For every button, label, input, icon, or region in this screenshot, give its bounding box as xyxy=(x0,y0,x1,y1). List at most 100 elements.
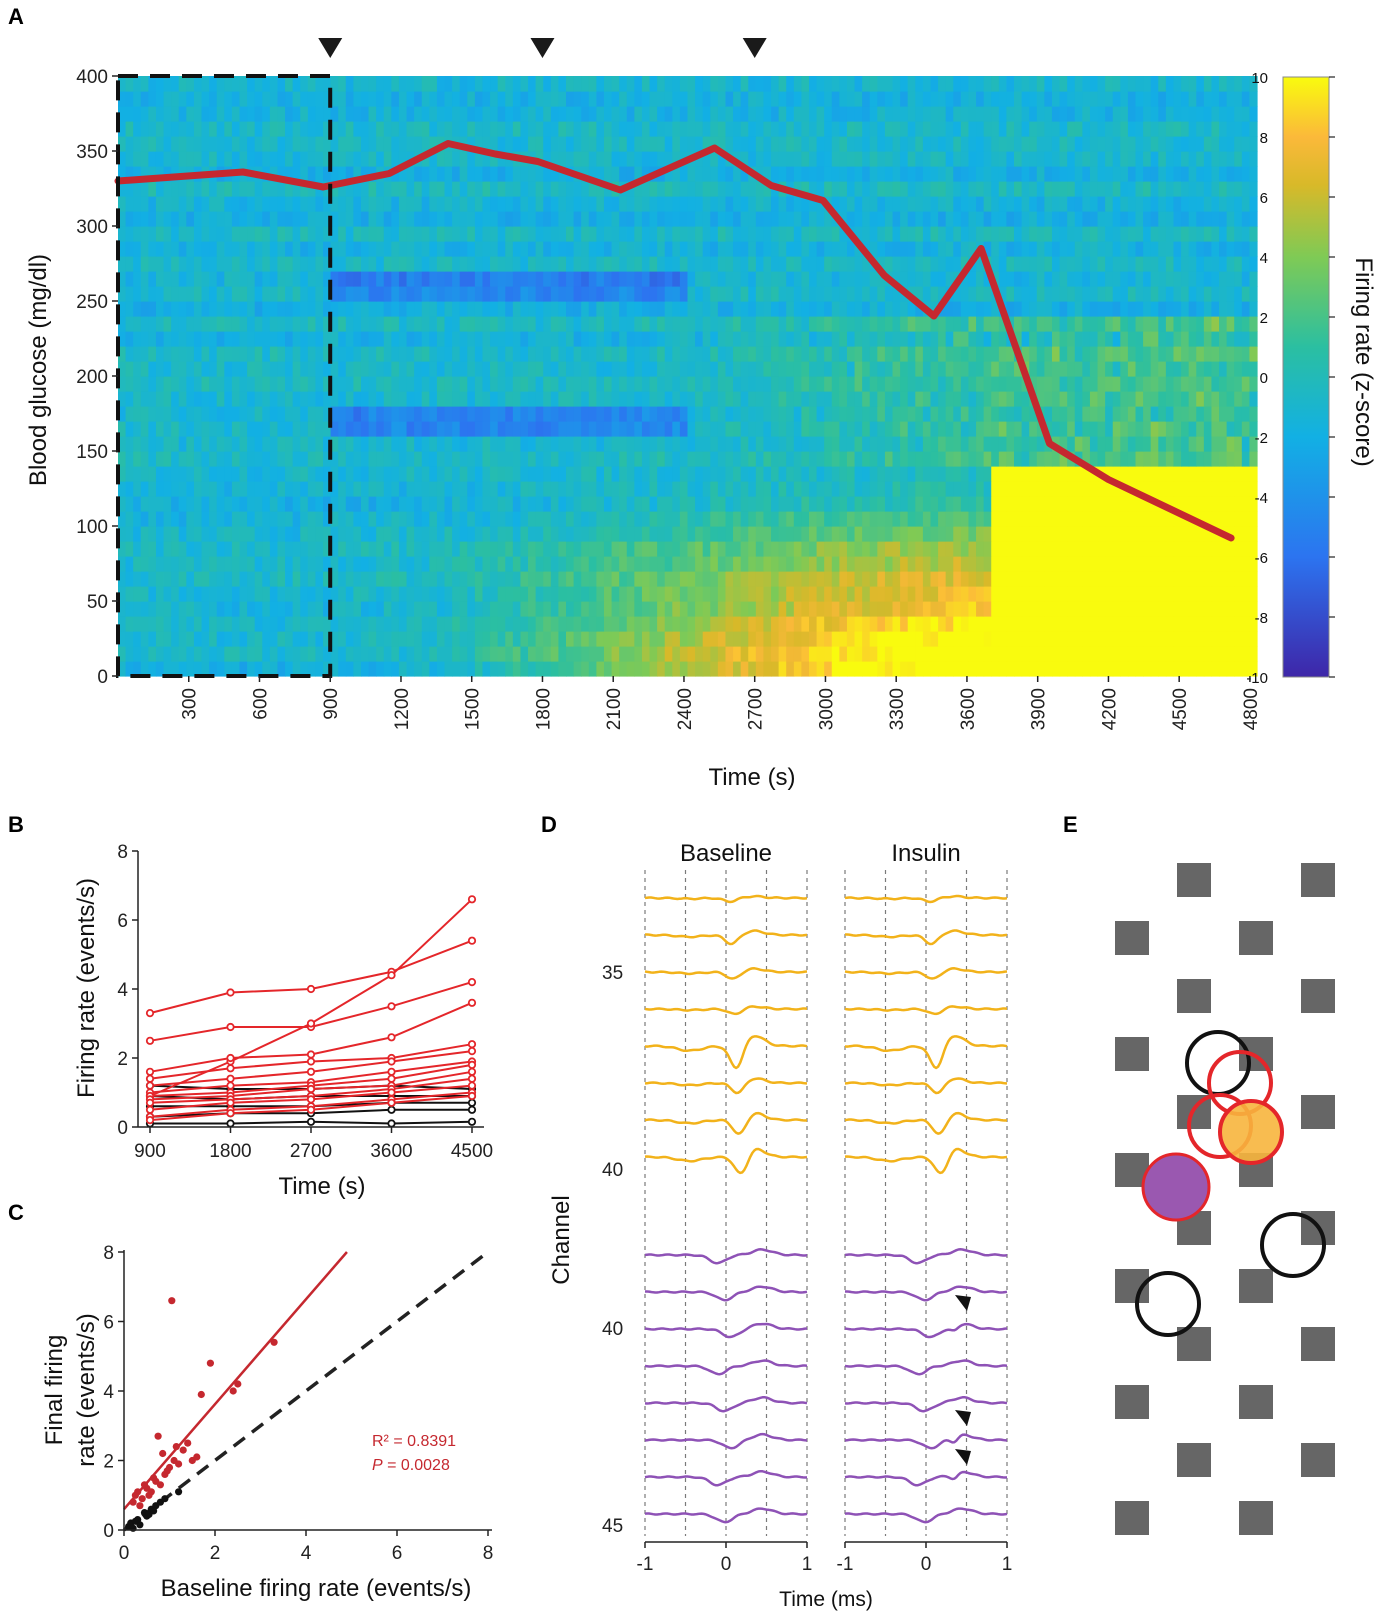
heatmap-cell xyxy=(702,496,711,512)
heatmap-cell xyxy=(163,166,172,182)
heatmap-cell xyxy=(520,586,529,602)
heatmap-cell xyxy=(201,466,210,482)
heatmap-cell xyxy=(588,211,597,227)
heatmap-cell xyxy=(938,646,947,662)
heatmap-cell xyxy=(786,436,795,452)
heatmap-cell xyxy=(1112,451,1121,467)
heatmap-cell xyxy=(816,541,825,557)
heatmap-cell xyxy=(862,616,871,632)
heatmap-cell xyxy=(1165,541,1175,557)
heatmap-cell xyxy=(209,646,218,662)
heatmap-cell xyxy=(398,361,408,377)
heatmap-cell xyxy=(1135,631,1144,647)
heatmap-cell xyxy=(793,406,802,422)
heatmap-cell xyxy=(1234,496,1243,512)
heatmap-cell xyxy=(216,481,225,497)
heatmap-cell xyxy=(186,586,195,602)
heatmap-cell xyxy=(383,436,392,452)
heatmap-cell xyxy=(550,226,560,242)
heatmap-cell xyxy=(558,376,567,392)
heatmap-cell xyxy=(808,451,818,467)
heatmap-cell xyxy=(740,241,749,257)
heatmap-cell xyxy=(558,181,567,197)
heatmap-cell xyxy=(763,541,772,557)
heatmap-cell xyxy=(1158,406,1167,422)
heatmap-cell xyxy=(231,646,241,662)
heatmap-cell xyxy=(900,631,909,647)
heatmap-cell xyxy=(429,616,438,632)
heatmap-cell xyxy=(398,631,408,647)
heatmap-cell xyxy=(1127,616,1137,632)
heatmap-cell xyxy=(360,586,370,602)
heatmap-cell xyxy=(338,481,347,497)
heatmap-cell xyxy=(209,481,218,497)
heatmap-cell xyxy=(528,331,537,347)
heatmap-cell xyxy=(976,226,985,242)
heatmap-cell xyxy=(209,571,218,587)
heatmap-cell xyxy=(907,661,916,677)
heatmap-cell xyxy=(1181,661,1190,677)
heatmap-cell xyxy=(1014,361,1023,377)
heatmap-cell xyxy=(505,481,514,497)
heatmap-cell xyxy=(786,421,795,437)
heatmap-cell xyxy=(1249,346,1258,362)
heatmap-cell xyxy=(1006,346,1015,362)
heatmap-cell xyxy=(429,226,438,242)
heatmap-cell xyxy=(588,226,597,242)
heatmap-cell xyxy=(1188,331,1197,347)
heatmap-cell xyxy=(452,241,461,257)
heatmap-cell xyxy=(133,481,142,497)
heatmap-cell xyxy=(330,376,339,392)
heatmap-cell xyxy=(474,346,484,362)
heatmap-cell xyxy=(1097,586,1106,602)
heatmap-cell xyxy=(1006,301,1015,317)
heatmap-cell xyxy=(330,196,339,212)
heatmap-cell xyxy=(1097,361,1106,377)
heatmap-cell xyxy=(1165,511,1175,527)
heatmap-cell xyxy=(345,571,354,587)
heatmap-cell xyxy=(1067,586,1076,602)
heatmap-cell xyxy=(566,631,575,647)
heatmap-cell xyxy=(247,286,256,302)
heatmap-cell xyxy=(285,376,294,392)
heatmap-cell xyxy=(748,196,757,212)
heatmap-cell xyxy=(558,496,567,512)
heatmap-cell xyxy=(1241,226,1250,242)
heatmap-cell xyxy=(193,376,203,392)
heatmap-cell xyxy=(285,361,294,377)
heatmap-cell xyxy=(307,316,317,332)
heatmap-cell xyxy=(1158,601,1167,617)
heatmap-cell xyxy=(710,271,719,287)
heatmap-cell xyxy=(543,451,552,467)
heatmap-cell xyxy=(429,196,438,212)
heatmap-cell xyxy=(566,556,575,572)
heatmap-cell xyxy=(1112,391,1121,407)
heatmap-cell xyxy=(505,376,514,392)
heatmap-cell xyxy=(664,346,673,362)
heatmap-cell xyxy=(664,271,673,287)
heatmap-cell xyxy=(1165,451,1175,467)
heatmap-cell xyxy=(209,541,218,557)
heatmap-cell xyxy=(1059,571,1068,587)
heatmap-cell xyxy=(133,181,142,197)
heatmap-cell xyxy=(277,361,286,377)
heatmap-cell xyxy=(467,286,476,302)
heatmap-cell xyxy=(1059,256,1068,272)
heatmap-cell xyxy=(596,661,605,677)
heatmap-cell xyxy=(1249,271,1258,287)
heatmap-cell xyxy=(497,346,506,362)
heatmap-cell xyxy=(725,451,734,467)
heatmap-cell xyxy=(1135,571,1144,587)
heatmap-cell xyxy=(307,181,317,197)
heatmap-cell xyxy=(679,346,689,362)
heatmap-cell xyxy=(1135,646,1144,662)
heatmap-cell xyxy=(459,241,468,257)
heatmap-cell xyxy=(816,496,825,512)
heatmap-cell xyxy=(695,316,704,332)
heatmap-cell xyxy=(224,421,233,437)
heatmap-cell xyxy=(247,301,256,317)
heatmap-cell xyxy=(672,181,681,197)
heatmap-cell xyxy=(186,541,195,557)
heatmap-cell xyxy=(915,256,924,272)
heatmap-cell xyxy=(778,586,787,602)
